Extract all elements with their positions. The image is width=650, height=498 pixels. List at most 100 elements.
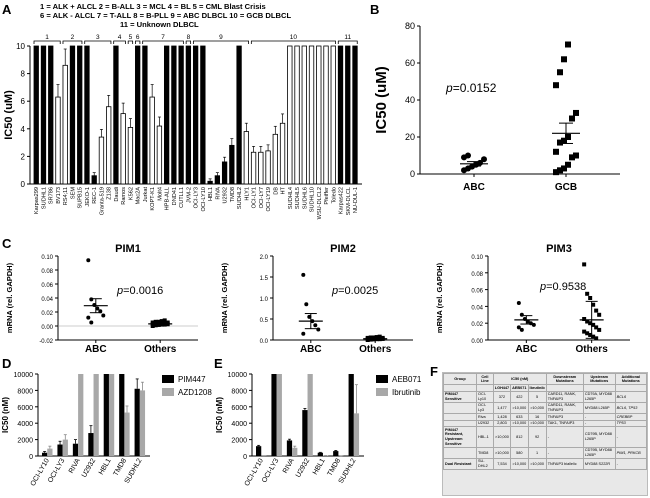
x-tick-label: TMD8 xyxy=(113,457,129,477)
x-tick-label: RIVA xyxy=(282,457,296,474)
y-tick-label: 0.5 xyxy=(260,318,269,324)
y-tick-label: -0.02 xyxy=(39,339,53,345)
cell-downstream: CARD11, RANK, TNFAIP3 xyxy=(545,390,584,403)
chart-c-pim2: 0.0 0.5 1.0 1.5 2.0 mRNA (rel. GAPDH) PIM2 ABC O… xyxy=(220,243,413,355)
x-tick-label: Z138 xyxy=(107,187,113,200)
bar-AZD1208-OCI-LY3 xyxy=(62,439,68,456)
y-axis-label: IC50 (nM) xyxy=(215,397,224,433)
group-label: 6 xyxy=(136,34,140,41)
legend-swatch-Ibrutinib xyxy=(376,388,388,396)
point-GCB xyxy=(553,82,559,89)
bar-Karpas422 xyxy=(337,45,344,185)
p-value: p=0.0025 xyxy=(331,285,378,297)
y-tick-label: 0 xyxy=(21,180,26,189)
point-Others xyxy=(582,262,587,267)
p-value: p=0.0152 xyxy=(445,81,497,95)
cell-lgh447: 1,428 xyxy=(492,413,512,421)
bar-Z138 xyxy=(106,106,112,185)
y-tick-label: 80 xyxy=(405,21,415,31)
table-subheader-row: LGH447 AEB071 Ibrutinib xyxy=(443,384,648,392)
point-Others xyxy=(591,334,596,339)
table-row: U2932 2,803 >10,000 >10,000 TAK1, TNFAIP3- TP… xyxy=(443,419,648,428)
cell-group: Dual Resistant xyxy=(443,457,477,471)
cell-ibrutinib: >10,000 xyxy=(527,457,547,471)
y-axis-label: IC50 (nM) xyxy=(1,397,10,433)
bar-SUDHL2 xyxy=(236,45,242,185)
cell-downstream: CARD11, RANK, TNFAIP3 xyxy=(545,401,584,415)
point-Others xyxy=(585,331,590,336)
point-Others xyxy=(377,334,382,339)
x-tick-label: REC-1 xyxy=(92,187,98,204)
bar-RS4;11 xyxy=(62,64,68,185)
point-Others xyxy=(162,318,167,323)
bar-Jurkat xyxy=(142,45,148,185)
cell-ibrutinib: 16 xyxy=(527,413,547,421)
point-ABC xyxy=(307,314,312,319)
x-tick-label: SR786 xyxy=(49,187,55,204)
x-tick-label: SUDHL6 xyxy=(302,187,308,209)
cell-downstream: TNFAIP3 xyxy=(545,413,584,421)
point-ABC xyxy=(313,323,318,328)
bar-AZD1208-RIVA xyxy=(78,374,84,456)
group-bracket xyxy=(127,40,134,44)
cell-ibrutinib: 5 xyxy=(527,390,547,403)
bar-AEB071-U2932 xyxy=(302,410,308,456)
point-Others xyxy=(150,320,155,325)
point-Others xyxy=(156,319,161,324)
legend-line-1: 1 = ALK + ALCL 2 = B-ALL 3 = MCL 4 = BL … xyxy=(40,2,266,11)
x-tick-label: SUDHL10 xyxy=(310,187,316,212)
bar-AZD1208-TMD8 xyxy=(124,412,130,456)
bar-AZD1208-SUDHL2 xyxy=(139,390,146,456)
bar-SUPB15 xyxy=(77,45,83,185)
y-tick-label: 60 xyxy=(405,58,415,68)
point-Others xyxy=(585,291,590,296)
x-tick-label: Toledo xyxy=(331,187,337,203)
bar-SKM-DLCL xyxy=(345,45,351,185)
cell-aeb071: 580 xyxy=(510,446,529,459)
y-tick-label: 0.02 xyxy=(41,311,53,317)
header-cell-line: Cell Line xyxy=(476,372,494,386)
point-Others xyxy=(153,319,158,324)
bar-BV173 xyxy=(55,96,61,185)
bar-Toledo xyxy=(330,45,336,185)
point-ABC xyxy=(304,302,309,307)
bar-SUDHL10 xyxy=(308,45,315,185)
bar-KOPT-K1 xyxy=(149,96,155,185)
panel-label-c: C xyxy=(2,236,12,251)
bar-Mac2A xyxy=(135,45,141,185)
cell-downstream: TNFAIP3 biallelic xyxy=(545,457,584,471)
point-Others xyxy=(380,335,385,340)
group-bracket xyxy=(250,40,336,44)
x-tick-label: SUDHL2 xyxy=(237,187,243,209)
header-blank xyxy=(545,384,584,392)
bar-Molt4 xyxy=(156,125,163,185)
legend-line-3: 11 = Unknown DLBCL xyxy=(120,20,199,29)
bar-SUDHL5 xyxy=(294,45,300,185)
header-upstream: Upstream Mutations xyxy=(582,372,616,386)
point-Others xyxy=(150,324,155,328)
y-tick-label: 0 xyxy=(29,454,33,461)
x-tick-label: WSU-DLCL2 xyxy=(317,187,323,219)
y-tick-label: 0.00 xyxy=(471,339,483,345)
y-tick-label: 1.5 xyxy=(260,276,269,282)
cell-line: SU-DHL2 xyxy=(476,457,494,471)
cell-lgh447: 7,534 xyxy=(492,457,512,471)
bar-OCI-LY19 xyxy=(265,150,271,185)
y-tick-label: 2000 xyxy=(231,438,247,445)
point-ABC xyxy=(531,322,536,327)
cell-lgh447: >10,000 xyxy=(492,426,512,448)
cell-aeb071: 633 xyxy=(510,413,529,421)
bar-SUDHL1 xyxy=(40,45,47,185)
bar-PIM447-U2932 xyxy=(88,433,94,456)
cell-upstream: CD79A, MYD88 L265P xyxy=(582,390,616,403)
chart-title: PIM1 xyxy=(115,243,141,255)
cell-downstream: TAK1, TNFAIP3 xyxy=(545,419,584,428)
y-tick-label: 4000 xyxy=(17,421,33,428)
bar-RIVA xyxy=(214,175,221,185)
bar-NU-DUL-1 xyxy=(352,45,358,185)
point-Others xyxy=(591,302,596,307)
y-axis-label: mRNA (rel. GAPDH) xyxy=(220,262,229,333)
cell-additional: - xyxy=(614,457,648,471)
y-tick-label: 0.08 xyxy=(41,269,53,275)
